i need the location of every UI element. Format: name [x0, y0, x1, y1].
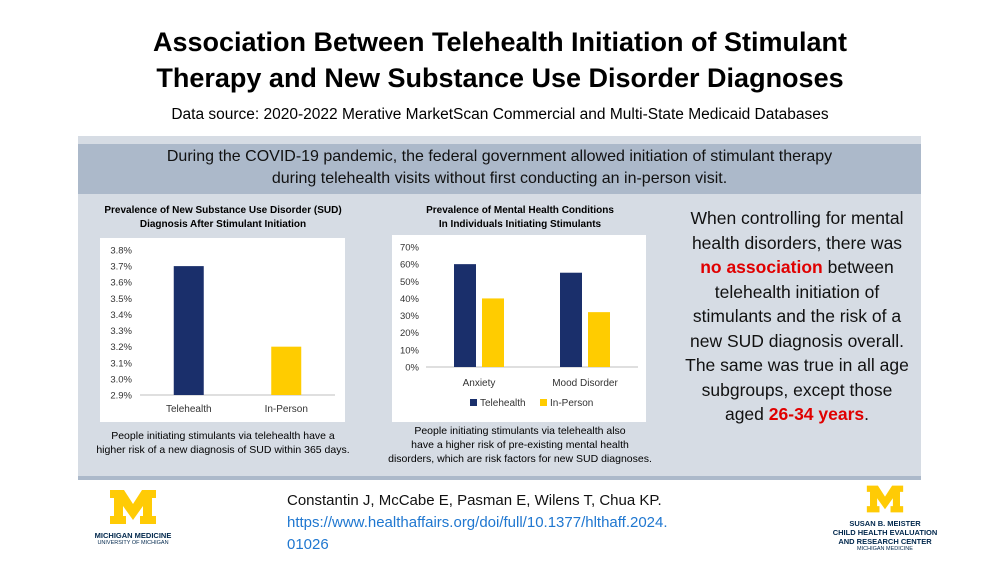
mh-chart-title-line-1: Prevalence of Mental Health Conditions: [426, 205, 614, 216]
sud-caption-line-1: People initiating stimulants via telehea…: [111, 430, 335, 442]
y-tick-label: 50%: [400, 277, 420, 288]
y-tick-label: 70%: [400, 243, 420, 254]
mh-caption-line-2: have a higher risk of pre-existing menta…: [411, 439, 629, 451]
meister-center-logo: SUSAN B. MEISTER CHILD HEALTH EVALUATION…: [810, 484, 960, 553]
page-title: Association Between Telehealth Initiatio…: [0, 24, 1000, 96]
y-tick-label: 3.3%: [110, 326, 132, 337]
meister-sub: MICHIGAN MEDICINE: [857, 546, 913, 552]
meister-line-3: AND RESEARCH CENTER: [838, 537, 932, 546]
mh-caption-line-1: People initiating stimulants via telehea…: [414, 425, 626, 437]
block-m-icon: [110, 490, 156, 524]
mh-chart-caption: People initiating stimulants via telehea…: [375, 424, 665, 466]
x-tick-label: In-Person: [265, 404, 308, 415]
title-line-1: Association Between Telehealth Initiatio…: [152, 27, 848, 57]
meister-line-2: CHILD HEALTH EVALUATION: [832, 528, 938, 537]
bar-anxiety-in-person: [482, 298, 504, 367]
y-tick-label: 0%: [405, 363, 419, 374]
y-tick-label: 2.9%: [110, 391, 132, 402]
y-tick-label: 10%: [400, 345, 420, 356]
title-line-2: Therapy and New Substance Use Disorder D…: [156, 63, 844, 93]
bar-telehealth: [173, 266, 204, 395]
mh-chart-title-line-2: In Individuals Initiating Stimulants: [438, 219, 602, 230]
michigan-medicine-logo: MICHIGAN MEDICINE UNIVERSITY OF MICHIGAN: [88, 488, 178, 547]
y-tick-label: 3.8%: [110, 246, 132, 257]
legend-label: Telehealth: [480, 398, 526, 409]
sud-chart-title-line-2: Diagnosis After Stimulant Initiation: [139, 219, 307, 230]
x-tick-label: Anxiety: [463, 378, 496, 389]
banner-line-2: during telehealth visits without first c…: [271, 170, 728, 187]
sud-chart-caption: People initiating stimulants via telehea…: [78, 429, 368, 457]
finding-part-2: between telehealth initiation of stimula…: [685, 257, 909, 424]
y-tick-label: 20%: [400, 328, 420, 339]
finding-highlight-age-group: 26-34 years: [768, 404, 865, 424]
x-tick-label: Telehealth: [166, 404, 212, 415]
content-panel: During the COVID-19 pandemic, the federa…: [78, 136, 921, 476]
y-tick-label: 3.5%: [110, 294, 132, 305]
citation-authors: Constantin J, McCabe E, Pasman E, Wilens…: [287, 492, 662, 509]
bar-in-person: [271, 346, 302, 395]
sud-chart-svg: 3.8% 3.7% 3.6% 3.5% 3.4% 3.3% 3.2% 3.1% 3.0% 2.9%…: [110, 246, 335, 415]
michigan-medicine-name: MICHIGAN MEDICINE: [94, 531, 172, 540]
y-tick-label: 60%: [400, 260, 420, 271]
mh-chart-svg: 70% 60% 50% 40% 30% 20% 10% 0% Anxiety Mood Disor…: [400, 243, 638, 409]
banner-line-1: During the COVID-19 pandemic, the federa…: [166, 148, 833, 165]
bar-mood-disorder-in-person: [588, 312, 610, 367]
legend-label: In-Person: [550, 398, 593, 409]
y-tick-label: 3.4%: [110, 310, 132, 321]
finding-highlight-no-association: no association: [700, 257, 823, 277]
key-finding-text: When controlling for mental health disor…: [680, 206, 914, 427]
legend-swatch-telehealth: [470, 399, 477, 406]
y-tick-label: 3.1%: [110, 358, 132, 369]
mh-chart-plot: 70% 60% 50% 40% 30% 20% 10% 0% Anxiety Mood Disor…: [392, 235, 646, 422]
bar-mood-disorder-telehealth: [560, 272, 582, 367]
finding-part-3: .: [864, 404, 870, 424]
meister-line-1: SUSAN B. MEISTER: [849, 519, 921, 528]
sud-chart-plot: 3.8% 3.7% 3.6% 3.5% 3.4% 3.3% 3.2% 3.1% 3.0% 2.9%…: [100, 238, 345, 422]
mh-chart-title: Prevalence of Mental Health Conditions I…: [375, 204, 665, 232]
sud-caption-line-2: higher risk of a new diagnosis of SUD wi…: [96, 444, 350, 456]
y-tick-label: 30%: [400, 311, 420, 322]
sud-chart-title-line-1: Prevalence of New Substance Use Disorder…: [104, 205, 342, 216]
y-tick-label: 3.2%: [110, 342, 132, 353]
data-source-subtitle: Data source: 2020-2022 Merative MarketSc…: [171, 106, 829, 123]
mh-caption-line-3: disorders, which are risk factors for ne…: [388, 453, 652, 465]
legend-swatch-in-person: [540, 399, 547, 406]
sud-chart-title: Prevalence of New Substance Use Disorder…: [78, 204, 368, 232]
panel-bottom-bar: [78, 476, 921, 480]
finding-part-1: When controlling for mental health disor…: [690, 208, 904, 253]
citation-url-line-1[interactable]: https://www.healthaffairs.org/doi/full/1…: [287, 514, 668, 531]
citation-url[interactable]: https://www.healthaffairs.org/doi/full/1…: [287, 512, 668, 556]
context-banner: During the COVID-19 pandemic, the federa…: [78, 144, 921, 194]
block-m-icon-small: [866, 485, 904, 513]
y-tick-label: 3.6%: [110, 278, 132, 289]
y-tick-label: 40%: [400, 294, 420, 305]
michigan-medicine-sub: UNIVERSITY OF MICHIGAN: [97, 540, 169, 546]
y-tick-label: 3.0%: [110, 374, 132, 385]
y-tick-label: 3.7%: [110, 262, 132, 273]
citation: Constantin J, McCabe E, Pasman E, Wilens…: [287, 490, 668, 556]
bar-anxiety-telehealth: [454, 264, 476, 367]
x-tick-label: Mood Disorder: [552, 378, 618, 389]
citation-url-line-2[interactable]: 01026: [287, 536, 329, 553]
